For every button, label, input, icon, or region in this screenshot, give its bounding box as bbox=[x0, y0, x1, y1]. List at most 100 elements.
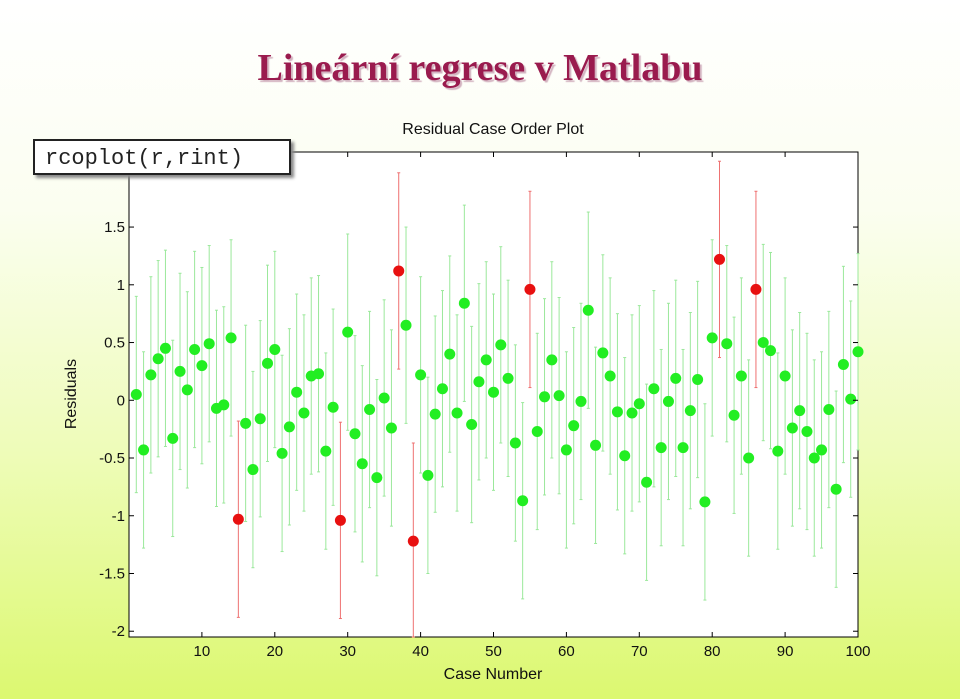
residual-point bbox=[786, 422, 798, 434]
residual-point bbox=[327, 401, 339, 413]
residual-point bbox=[816, 444, 828, 456]
residual-point bbox=[181, 384, 193, 396]
y-tick-label: -0.5 bbox=[99, 450, 125, 467]
residual-point bbox=[531, 425, 543, 437]
residual-point bbox=[626, 407, 638, 419]
residual-point bbox=[378, 392, 390, 404]
residual-point bbox=[203, 338, 215, 350]
residual-point bbox=[189, 343, 201, 355]
residual-point bbox=[364, 404, 376, 416]
outlier-point bbox=[407, 535, 419, 547]
x-tick-label: 90 bbox=[777, 643, 794, 660]
residual-point bbox=[604, 370, 616, 382]
residual-point bbox=[342, 326, 354, 338]
residual-point bbox=[473, 376, 485, 388]
residual-point bbox=[546, 354, 558, 366]
residual-points bbox=[130, 253, 864, 547]
residual-point bbox=[422, 469, 434, 481]
y-tick-label: 1.5 bbox=[104, 219, 125, 236]
residual-point bbox=[385, 422, 397, 434]
residual-point bbox=[692, 373, 704, 385]
y-tick-label: -2 bbox=[112, 623, 125, 640]
residual-point bbox=[152, 353, 164, 365]
residual-point bbox=[670, 372, 682, 384]
residual-point bbox=[415, 369, 427, 381]
residual-point bbox=[262, 357, 274, 369]
residual-point bbox=[356, 458, 368, 470]
residual-point bbox=[349, 428, 361, 440]
residual-point bbox=[852, 346, 864, 358]
residual-point bbox=[590, 439, 602, 451]
residual-point bbox=[509, 437, 521, 449]
residual-point bbox=[159, 342, 171, 354]
residual-point bbox=[539, 391, 551, 403]
residual-point bbox=[458, 297, 470, 309]
y-axis: -2 -1.5 -1 -0.5 0 0.5 1 1.5 bbox=[99, 219, 858, 640]
y-tick-label: 0.5 bbox=[104, 335, 125, 352]
residual-point bbox=[582, 304, 594, 316]
residual-point bbox=[845, 393, 857, 405]
x-axis: 10 20 30 40 50 60 70 80 90 100 bbox=[194, 152, 871, 660]
residual-point bbox=[721, 338, 733, 350]
residual-point bbox=[444, 348, 456, 360]
x-tick-label: 60 bbox=[558, 643, 575, 660]
residual-point bbox=[757, 337, 769, 349]
residual-point bbox=[196, 360, 208, 372]
residual-point bbox=[480, 354, 492, 366]
residual-point bbox=[436, 383, 448, 395]
residual-point bbox=[298, 407, 310, 419]
residual-point bbox=[743, 452, 755, 464]
x-tick-label: 70 bbox=[631, 643, 648, 660]
residual-point bbox=[313, 368, 325, 380]
residual-point bbox=[495, 339, 507, 351]
residual-point bbox=[488, 386, 499, 398]
residual-point bbox=[772, 445, 784, 457]
residual-point bbox=[517, 495, 529, 507]
residual-point bbox=[254, 413, 266, 425]
residual-point bbox=[451, 407, 463, 419]
residual-point bbox=[429, 408, 441, 420]
residual-point bbox=[291, 386, 303, 398]
residual-point bbox=[276, 447, 288, 459]
outlier-point bbox=[750, 283, 762, 295]
y-tick-label: 1 bbox=[117, 277, 125, 294]
residual-point bbox=[677, 442, 689, 454]
residual-point bbox=[728, 409, 740, 421]
residual-point bbox=[320, 445, 332, 457]
x-tick-label: 20 bbox=[266, 643, 283, 660]
residual-point bbox=[735, 370, 747, 382]
residual-point bbox=[167, 432, 179, 444]
residual-point bbox=[225, 332, 237, 344]
y-axis-title: Residuals bbox=[63, 359, 80, 429]
residual-point bbox=[611, 406, 623, 418]
residual-point bbox=[553, 390, 565, 402]
outlier-point bbox=[524, 283, 536, 295]
outlier-point bbox=[393, 265, 405, 277]
residual-point bbox=[138, 444, 150, 456]
residual-point bbox=[765, 345, 777, 357]
residual-point bbox=[633, 398, 645, 410]
residual-point bbox=[837, 358, 849, 370]
residual-point bbox=[466, 419, 478, 431]
x-tick-label: 80 bbox=[704, 643, 721, 660]
residual-point bbox=[130, 389, 142, 400]
residual-point bbox=[794, 405, 806, 417]
y-tick-label: -1 bbox=[112, 508, 125, 525]
residual-point bbox=[240, 417, 252, 429]
residual-point bbox=[597, 347, 609, 359]
residual-point bbox=[823, 404, 835, 416]
x-tick-label: 50 bbox=[485, 643, 502, 660]
residual-point bbox=[619, 450, 631, 462]
code-snippet: rcoplot(r,rint) bbox=[33, 139, 291, 175]
residual-point bbox=[655, 442, 667, 454]
residual-point bbox=[662, 395, 674, 407]
residual-point bbox=[502, 372, 514, 384]
y-tick-label: 0 bbox=[117, 392, 125, 409]
y-tick-label: -1.5 bbox=[99, 565, 125, 582]
x-tick-label: 100 bbox=[845, 643, 870, 660]
residual-point bbox=[174, 365, 186, 377]
residual-point bbox=[699, 496, 711, 508]
residual-point bbox=[371, 472, 383, 484]
residual-point bbox=[801, 425, 813, 437]
